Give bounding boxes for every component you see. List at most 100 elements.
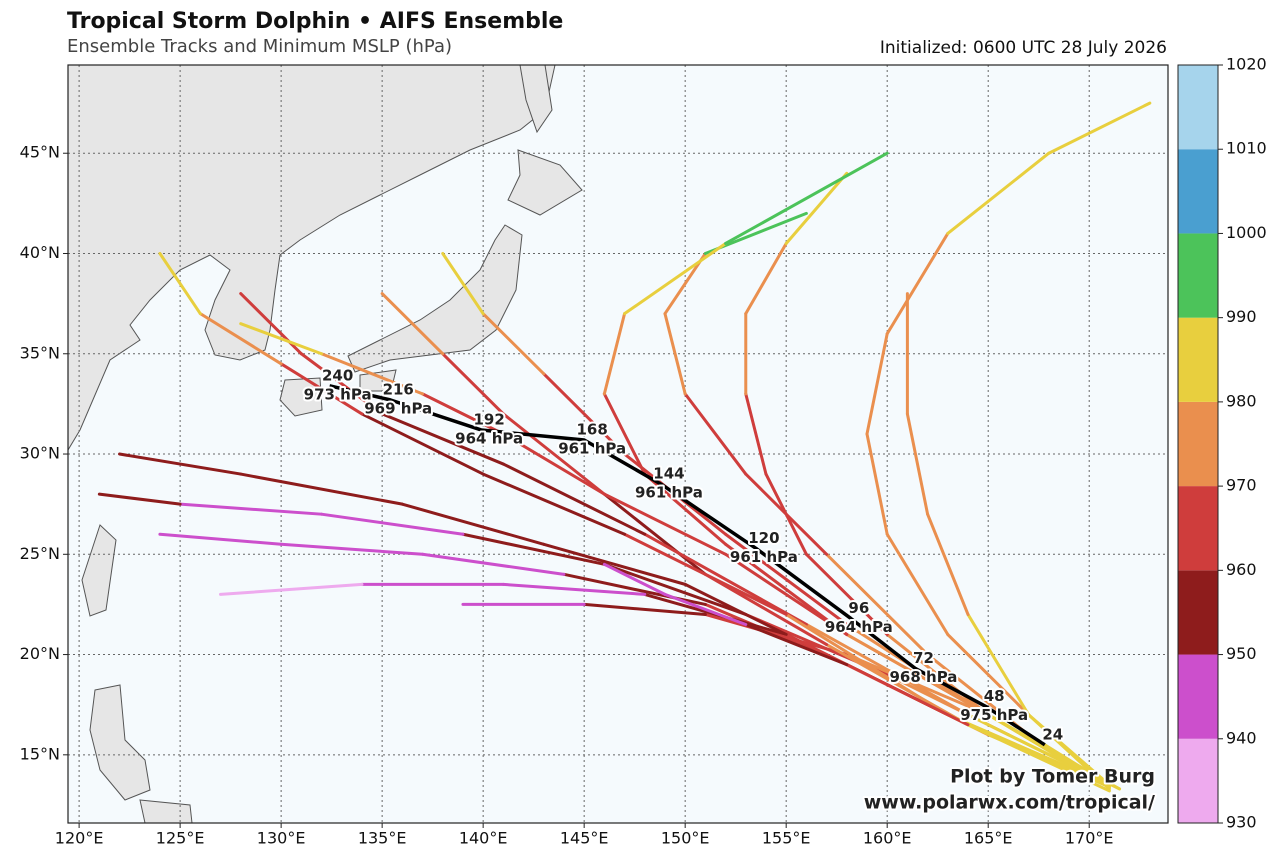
track-segment [219, 582, 364, 596]
colorbar-band [1178, 149, 1218, 234]
track-segment [602, 492, 728, 556]
track-segment [885, 532, 950, 637]
mean-mslp-label: 961 hPa [730, 548, 798, 566]
track-segment [501, 462, 647, 536]
mean-hour-label: 216 [383, 380, 414, 398]
mean-mslp-label: 961 hPa [558, 439, 626, 457]
track-segment [582, 602, 707, 616]
mean-mslp-label: 973 hPa [304, 385, 372, 403]
track-segment [946, 633, 1031, 717]
track-segment [602, 392, 647, 476]
track-segment [441, 352, 505, 416]
track-segment [724, 532, 849, 626]
track-segment [501, 582, 647, 596]
grid [68, 65, 1168, 823]
track-segment [703, 612, 849, 657]
colorbar-label: 1020 [1226, 55, 1267, 74]
colorbar-label: 960 [1226, 560, 1257, 579]
credit: Plot by Tomer Burg [950, 766, 1155, 788]
track-segment [865, 432, 889, 536]
track-segment [885, 231, 950, 336]
track-segment [320, 352, 425, 396]
mean-hour-label: 168 [577, 420, 608, 438]
mean-hour-label: 96 [848, 599, 869, 617]
track-segment [926, 512, 970, 616]
track-segment [663, 592, 748, 626]
mean-hour-label: 48 [984, 687, 1005, 705]
track-segment [239, 322, 324, 356]
mean-hour-label: 192 [473, 410, 504, 428]
track-segment [501, 412, 606, 496]
track-segment [602, 562, 667, 596]
title: Tropical Storm Dolphin • AIFS Ensemble [67, 9, 563, 34]
track-segment [320, 512, 465, 536]
track-segment [724, 151, 889, 245]
colorbar-label: 1000 [1226, 223, 1267, 242]
track-segment [865, 332, 889, 436]
x-tick-label: 125°E [156, 829, 205, 848]
track-segment [744, 472, 829, 556]
track-segment [400, 502, 546, 546]
track-segment [744, 622, 849, 667]
track-segment [1047, 101, 1152, 155]
track-segment [481, 312, 546, 376]
colorbar-band [1178, 65, 1218, 150]
track-segment [724, 542, 849, 637]
track-segment [421, 392, 505, 436]
colorbar-label: 980 [1226, 391, 1257, 410]
axes: 120°E 125°E 130°E 135°E 140°E 145°E 150°E 155°E… [20, 143, 1114, 848]
track-segment [501, 432, 606, 496]
mean-mslp-label: 975 hPa [960, 706, 1028, 724]
track-segment [299, 352, 384, 416]
track-segment [905, 412, 930, 516]
y-tick-label: 40°N [20, 243, 60, 262]
track-segment [784, 171, 849, 245]
colorbar-label: 990 [1226, 307, 1257, 326]
x-tick-label: 135°E [358, 829, 407, 848]
mean-mslp-label: 964 hPa [455, 429, 523, 447]
track-segment [421, 552, 566, 576]
track-segment [441, 251, 485, 316]
track-segment [380, 412, 505, 466]
colorbar-label: 970 [1226, 476, 1257, 495]
track-segment [542, 372, 627, 456]
mean-mslp-label: 961 hPa [635, 484, 703, 502]
mean-track [329, 384, 1046, 747]
colorbar-band [1178, 654, 1218, 739]
colorbar-label: 930 [1226, 813, 1257, 832]
x-tick-label: 170°E [1065, 829, 1114, 848]
track-segment [542, 542, 687, 586]
track-segment [118, 452, 243, 476]
track-segment [380, 292, 445, 356]
track-segment [885, 633, 990, 717]
track-segment [845, 663, 970, 727]
mean-mslp-label: 964 hPa [825, 618, 893, 636]
track-segment [360, 412, 485, 476]
track-segment [966, 723, 1111, 789]
colorbar-frame [1177, 64, 1219, 824]
track-segment [744, 392, 768, 476]
y-tick-label: 30°N [20, 444, 60, 463]
initialized-time: Initialized: 0600 UTC 28 July 2026 [880, 38, 1167, 58]
mean-hour-label: 24 [1042, 725, 1063, 743]
track-segment [198, 312, 283, 366]
mean-mslp-label: 968 hPa [890, 668, 958, 686]
track-segment [804, 622, 970, 717]
y-tick-label: 20°N [20, 644, 60, 663]
colorbar-band [1178, 401, 1218, 487]
plot-frame [67, 64, 1169, 824]
colorbar-band [1178, 570, 1218, 655]
colorbar-label: 940 [1226, 728, 1257, 747]
track-segment [825, 552, 930, 657]
track-segment [602, 492, 707, 576]
track-segment [461, 532, 606, 566]
x-tick-label: 165°E [964, 829, 1013, 848]
colorbar-band [1178, 317, 1218, 402]
mean-hour-label: 72 [913, 649, 934, 667]
x-tick-label: 130°E [257, 829, 306, 848]
track-segment [602, 312, 627, 396]
colorbar-label: 950 [1226, 644, 1257, 663]
track-segment [683, 392, 748, 476]
y-tick-label: 45°N [20, 143, 60, 162]
